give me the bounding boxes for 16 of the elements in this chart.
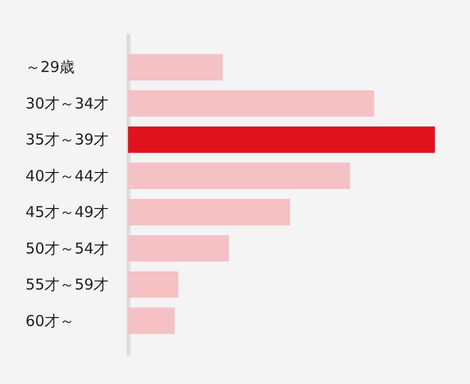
bar	[128, 198, 290, 226]
bar	[128, 271, 178, 298]
y-tick-label: 45才～49才	[26, 203, 109, 222]
bar	[128, 54, 223, 80]
y-tick-label: 35才～39才	[26, 130, 109, 149]
y-tick-label: 40才～44才	[26, 166, 109, 185]
y-tick-label: 50才～54才	[26, 239, 109, 258]
bar	[128, 308, 175, 334]
bar	[128, 235, 229, 262]
y-tick-label: 55才～59才	[26, 276, 109, 294]
y-tick-label: ～29歳	[26, 58, 75, 76]
bar	[128, 162, 350, 190]
y-tick-label: 30才～34才	[26, 94, 109, 112]
bar	[128, 126, 435, 153]
y-tick-label: 60才～	[26, 312, 75, 330]
bar	[128, 90, 374, 117]
